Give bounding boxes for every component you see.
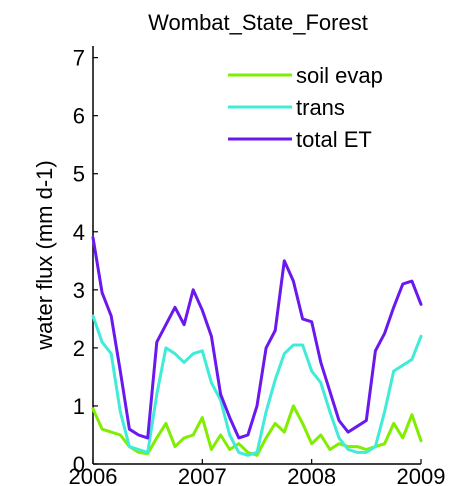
y-tick-label: 2	[73, 336, 85, 361]
y-tick-label: 7	[73, 46, 85, 71]
legend-label: total ET	[296, 127, 372, 152]
series-line-trans	[91, 314, 423, 457]
y-tick-label: 1	[73, 394, 85, 419]
x-tick-label: 2009	[397, 464, 446, 486]
x-tick-label: 2007	[178, 464, 227, 486]
legend-label: trans	[296, 95, 345, 120]
y-axis-label: water flux (mm d-1)	[32, 160, 57, 350]
x-tick-label: 2006	[69, 464, 118, 486]
x-tick-label: 2008	[287, 464, 336, 486]
y-tick-label: 3	[73, 278, 85, 303]
y-tick-label: 5	[73, 162, 85, 187]
y-tick-label: 0	[73, 452, 85, 477]
legend: soil evap trans total ET	[228, 63, 383, 152]
y-tick-label: 4	[73, 220, 85, 245]
series-group	[91, 236, 423, 457]
series-line-total-et	[91, 236, 423, 440]
ticks: 0 1 2 3 4 5 6 7 2006 2007 2008 2009	[69, 46, 446, 486]
y-tick-label: 6	[73, 104, 85, 129]
chart-title: Wombat_State_Forest	[148, 10, 368, 35]
legend-label: soil evap	[296, 63, 383, 88]
